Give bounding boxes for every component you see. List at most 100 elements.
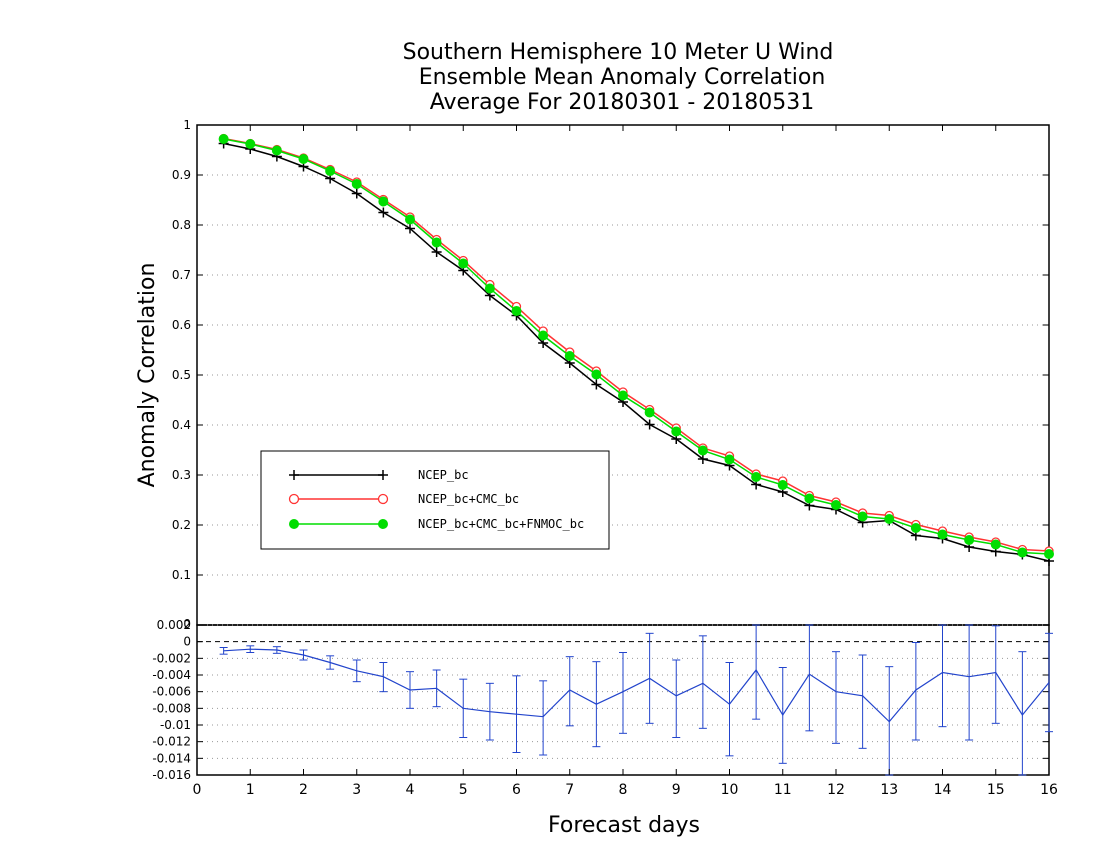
error-bar — [858, 654, 867, 749]
x-tick-label: 2 — [299, 782, 308, 798]
lower-y-tick-label: -0.016 — [152, 768, 191, 782]
data-point-filled-circle — [564, 351, 575, 361]
legend-marker — [377, 493, 389, 505]
lower-y-tick-label: 0 — [183, 635, 191, 649]
x-tick-label: 8 — [619, 782, 628, 798]
upper-y-tick-label: 0.4 — [172, 418, 191, 432]
lower-y-tick-label: -0.008 — [152, 701, 191, 715]
x-tick-label: 11 — [774, 782, 792, 798]
legend-item: NCEP_bc — [289, 468, 469, 482]
legend-item: NCEP_bc+CMC_bc+FNMOC_bc — [289, 517, 584, 531]
error-bar — [219, 647, 228, 655]
upper-y-tick-label: 0.7 — [172, 268, 191, 282]
x-tick-label: 7 — [565, 782, 574, 798]
legend-label: NCEP_bc+CMC_bc+FNMOC_bc — [418, 517, 584, 531]
upper-series — [218, 133, 1054, 566]
x-axis-label: Forecast days — [548, 813, 700, 838]
data-point-filled-circle — [484, 283, 495, 294]
error-bar — [565, 656, 574, 727]
x-tick-label: 1 — [246, 782, 255, 798]
upper-panel: 0.1 0.2 0.3 0.4 0.5 0.6 0.7 0.8 0.9 1 0 — [172, 118, 1054, 631]
data-point-plus — [351, 188, 362, 199]
upper-y-tick-label-zero: 0 — [183, 617, 191, 631]
legend-marker — [378, 519, 388, 529]
error-bar — [752, 624, 761, 720]
legend-marker — [288, 493, 300, 505]
x-tick-label: 3 — [352, 782, 361, 798]
legend-box — [260, 450, 610, 550]
data-point-filled-circle — [591, 369, 602, 380]
legend: NCEP_bc NCEP_bc+CMC_bc NCEP_bc+CMC_bc+FNMO… — [260, 450, 610, 550]
lower-y-tick-label: -0.01 — [160, 718, 191, 732]
x-tick-label: 16 — [1040, 782, 1058, 798]
error-bar — [619, 652, 627, 734]
upper-y-tick-label: 0.3 — [172, 468, 191, 482]
x-tick-label: 0 — [193, 782, 202, 798]
legend-items: NCEP_bc NCEP_bc+CMC_bc NCEP_bc+CMC_bc+FNMO… — [288, 468, 584, 531]
data-point-filled-circle — [804, 493, 815, 504]
series-line — [223, 142, 1050, 562]
data-point-filled-circle — [245, 139, 256, 149]
upper-y-tick-label: 0.1 — [172, 568, 191, 582]
data-point-filled-circle — [458, 258, 469, 269]
data-point-plus — [591, 379, 602, 390]
data-point-filled-circle — [298, 154, 309, 164]
upper-y-tick-label: 0.5 — [172, 368, 191, 382]
data-point-filled-circle — [271, 145, 282, 156]
error-bar — [698, 635, 707, 729]
x-tick-label: 15 — [987, 782, 1005, 798]
data-point-plus — [378, 207, 389, 218]
data-point-filled-circle — [538, 330, 549, 341]
data-point-filled-circle — [884, 514, 895, 524]
error-bar — [725, 662, 734, 757]
data-point-filled-circle — [644, 407, 655, 418]
lower-y-tick-label: -0.002 — [152, 651, 191, 665]
upper-y-ticks: 0.1 0.2 0.3 0.4 0.5 0.6 0.7 0.8 0.9 1 0 — [172, 118, 1049, 631]
data-point-filled-circle — [351, 179, 362, 189]
data-point-filled-circle — [990, 539, 1001, 550]
upper-y-tick-label: 0.9 — [172, 168, 191, 182]
legend-item: NCEP_bc+CMC_bc — [288, 492, 519, 506]
x-tick-label: 5 — [459, 782, 468, 798]
data-point-plus — [697, 454, 708, 464]
series-ncep-bc-cmc-bc-fnmoc-bc — [218, 134, 1054, 559]
upper-y-tick-label: 1 — [183, 118, 191, 132]
lower-y-tick-label: -0.004 — [152, 668, 191, 682]
error-bar — [991, 625, 1000, 724]
error-bar — [911, 642, 920, 741]
x-tick-label: 4 — [406, 782, 415, 798]
data-point-filled-circle — [325, 166, 336, 176]
data-point-plus — [644, 419, 655, 430]
data-point-filled-circle — [777, 480, 788, 490]
legend-label: NCEP_bc+CMC_bc — [418, 492, 519, 506]
x-tick-label: 12 — [827, 782, 845, 798]
lower-y-tick-label: 0.002 — [157, 618, 191, 632]
error-bar — [832, 651, 840, 744]
data-point-plus — [431, 247, 442, 257]
data-point-filled-circle — [831, 500, 841, 510]
data-point-filled-circle — [511, 306, 522, 316]
upper-y-tick-label: 0.2 — [172, 518, 191, 532]
error-bar — [1018, 651, 1027, 776]
error-bar — [938, 624, 947, 728]
lower-y-ticks: 0.0020-0.002-0.004-0.006-0.008-0.01-0.01… — [152, 618, 1049, 782]
data-point-filled-circle — [937, 529, 948, 540]
legend-label: NCEP_bc — [418, 468, 469, 482]
error-bar — [539, 680, 548, 756]
data-point-filled-circle — [724, 454, 735, 465]
data-point-filled-circle — [1017, 547, 1028, 558]
data-point-filled-circle — [964, 535, 975, 545]
x-tick-label: 14 — [934, 782, 952, 798]
data-point-filled-circle — [378, 196, 389, 207]
data-point-filled-circle — [618, 390, 628, 401]
x-tick-label: 9 — [672, 782, 681, 798]
x-tick-label: 6 — [512, 782, 521, 798]
upper-y-tick-label: 0.6 — [172, 318, 191, 332]
error-bar — [672, 659, 681, 738]
data-point-plus — [405, 223, 415, 234]
chart-title-line-3: Average For 20180301 - 20180531 — [430, 90, 815, 115]
lower-series — [219, 624, 1053, 776]
lower-y-tick-label: -0.012 — [152, 735, 191, 749]
data-point-filled-circle — [431, 237, 442, 248]
